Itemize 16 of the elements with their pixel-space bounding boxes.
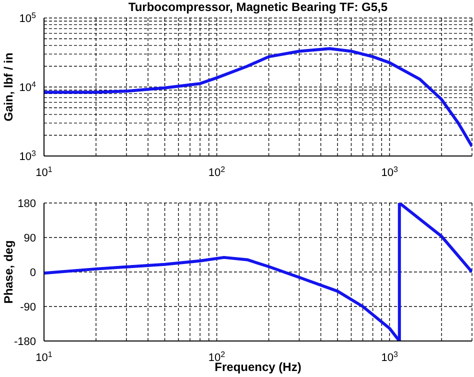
y-tick-label: 180 [18,198,36,210]
y-axis-title: Gain, lbf / in [1,52,16,122]
chart-title: Turbocompressor, Magnetic Bearing TF: G5,5 [127,0,389,14]
y-tick-label: 10$^{5}$ [19,10,37,25]
x-tick-label: 10$^{1}$ [36,164,53,179]
x-tick-label: 10$^{3}$ [381,350,398,364]
y-tick-label: -180 [14,336,36,348]
x-tick-label: 10$^{2}$ [208,164,226,179]
y-tick-label: 10$^{4}$ [19,80,37,94]
y-tick-label: 90 [24,232,36,244]
y-tick-label: 10$^{3}$ [19,148,37,163]
x-tick-label: 10$^{1}$ [36,350,53,364]
x-tick-label: 10$^{3}$ [381,164,398,179]
y-tick-label: 0 [30,267,36,279]
y-tick-label: -90 [20,302,36,314]
y-axis-title: Phase, deg [1,240,16,304]
